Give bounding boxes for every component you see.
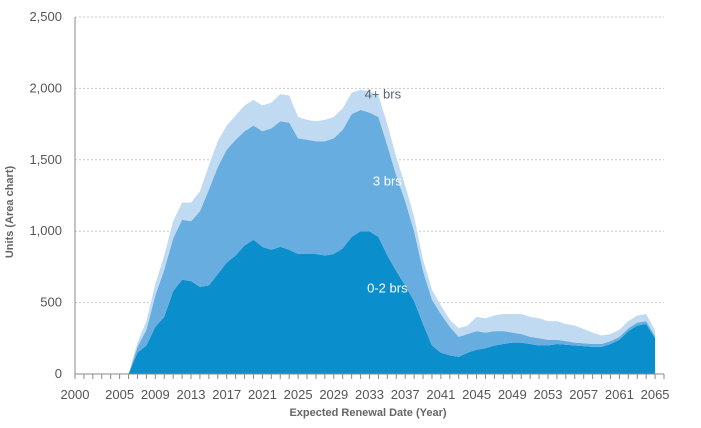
x-tick-label: 2045 (462, 387, 491, 402)
x-tick-label: 2009 (141, 387, 170, 402)
y-tick-label: 1,000 (29, 223, 62, 238)
y-axis-ticks: 0 500 1,000 1,500 2,000 2,500 (29, 9, 62, 381)
x-tick-label: 2025 (284, 387, 313, 402)
area-series-0 (75, 231, 656, 374)
x-tick-label: 2000 (61, 387, 90, 402)
area-label: 3 brs (373, 174, 402, 189)
area-series-2 (75, 89, 656, 374)
y-tick-label: 500 (40, 295, 62, 310)
x-tick-label: 2041 (426, 387, 455, 402)
x-axis-title: Expected Renewal Date (Year) (289, 407, 446, 419)
x-tick-label: 2033 (355, 387, 384, 402)
x-axis-ticks: 2000 2005 2009 2013 2017 2021 2025 2029 2033 2037… (61, 387, 670, 402)
area-label: 4+ brs (365, 86, 402, 101)
x-tick-label: 2057 (569, 387, 598, 402)
x-tick-label: 2017 (212, 387, 241, 402)
x-tick-label: 2065 (641, 387, 670, 402)
y-axis-title: Units (Area chart) (4, 166, 16, 259)
x-tick-label: 2005 (105, 387, 134, 402)
y-tick-label: 2,500 (29, 9, 62, 24)
x-tick-label: 2053 (534, 387, 563, 402)
area-labels: 4+ brs 3 brs 0-2 brs (365, 86, 408, 295)
x-tick-label: 2013 (177, 387, 206, 402)
x-tick-label: 2049 (498, 387, 527, 402)
area-label: 0-2 brs (367, 281, 408, 296)
x-tick-label: 2061 (605, 387, 634, 402)
y-tick-label: 1,500 (29, 152, 62, 167)
x-tick-label: 2021 (248, 387, 277, 402)
axes (74, 17, 665, 379)
y-tick-label: 0 (55, 366, 62, 381)
y-tick-label: 2,000 (29, 80, 62, 95)
x-tick-label: 2029 (319, 387, 348, 402)
area-series-1 (75, 109, 656, 374)
area-series (75, 89, 656, 374)
x-tick-label: 2037 (391, 387, 420, 402)
